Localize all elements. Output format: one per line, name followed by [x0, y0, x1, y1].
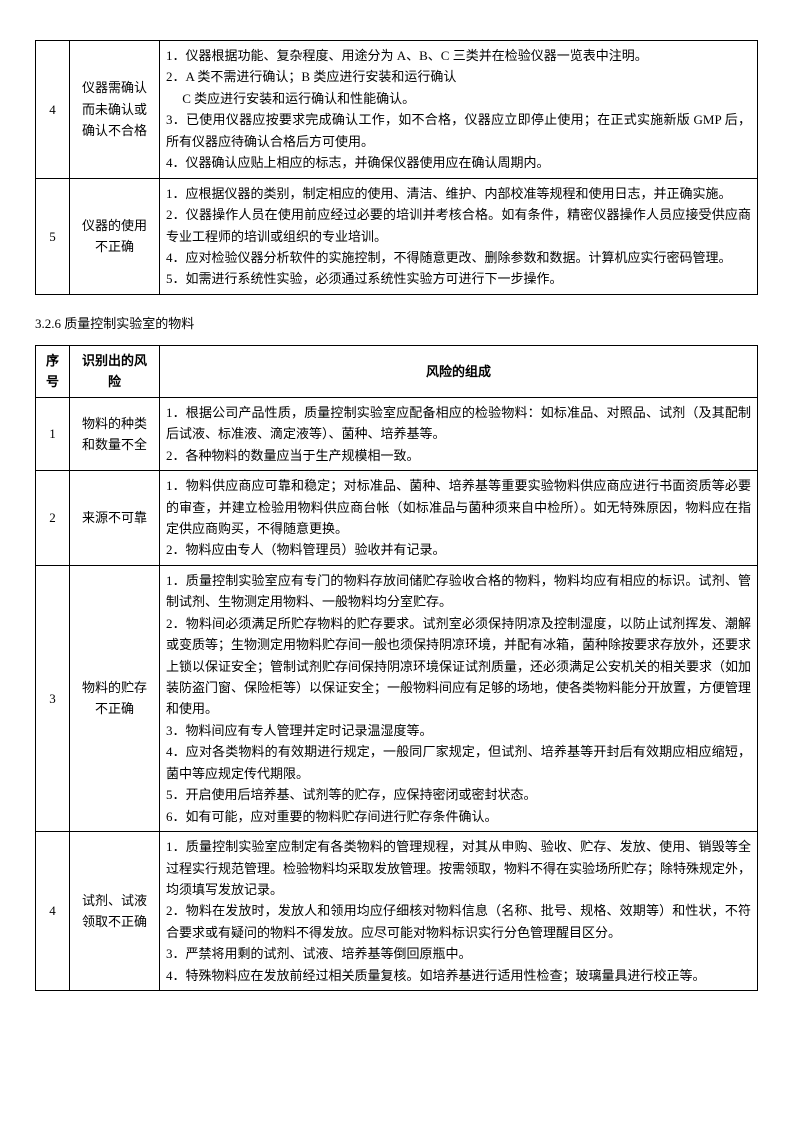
table-row: 4仪器需确认而未确认或确认不合格1．仪器根据功能、复杂程度、用途分为 A、B、C… [36, 41, 758, 179]
row-composition: 1．物料供应商应可靠和稳定；对标准品、菌种、培养基等重要实验物料供应商应进行书面… [160, 471, 758, 566]
table-header-row: 序号 识别出的风险 风险的组成 [36, 345, 758, 397]
risk-table-2: 序号 识别出的风险 风险的组成 1物料的种类和数量不全1．根据公司产品性质，质量… [35, 345, 758, 991]
row-num: 4 [36, 832, 70, 991]
table-row: 3物料的贮存不正确1．质量控制实验室应有专门的物料存放间储贮存验收合格的物料，物… [36, 565, 758, 831]
row-composition: 1．仪器根据功能、复杂程度、用途分为 A、B、C 三类并在检验仪器一览表中注明。… [160, 41, 758, 179]
section-title: 3.2.6 质量控制实验室的物料 [35, 313, 758, 335]
header-comp: 风险的组成 [160, 345, 758, 397]
row-composition: 1．应根据仪器的类别，制定相应的使用、清洁、维护、内部校准等规程和使用日志，并正… [160, 178, 758, 294]
row-risk: 仪器需确认而未确认或确认不合格 [70, 41, 160, 179]
table-row: 2来源不可靠1．物料供应商应可靠和稳定；对标准品、菌种、培养基等重要实验物料供应… [36, 471, 758, 566]
risk-table-1: 4仪器需确认而未确认或确认不合格1．仪器根据功能、复杂程度、用途分为 A、B、C… [35, 40, 758, 295]
row-num: 2 [36, 471, 70, 566]
table-row: 4试剂、试液领取不正确1．质量控制实验室应制定有各类物料的管理规程，对其从申购、… [36, 832, 758, 991]
row-num: 1 [36, 397, 70, 470]
row-risk: 仪器的使用不正确 [70, 178, 160, 294]
header-num: 序号 [36, 345, 70, 397]
row-num: 3 [36, 565, 70, 831]
header-risk: 识别出的风险 [70, 345, 160, 397]
row-num: 4 [36, 41, 70, 179]
row-composition: 1．质量控制实验室应制定有各类物料的管理规程，对其从申购、验收、贮存、发放、使用… [160, 832, 758, 991]
row-composition: 1．质量控制实验室应有专门的物料存放间储贮存验收合格的物料，物料均应有相应的标识… [160, 565, 758, 831]
row-num: 5 [36, 178, 70, 294]
row-risk: 物料的贮存不正确 [70, 565, 160, 831]
row-composition: 1．根据公司产品性质，质量控制实验室应配备相应的检验物料：如标准品、对照品、试剂… [160, 397, 758, 470]
table-row: 5仪器的使用不正确1．应根据仪器的类别，制定相应的使用、清洁、维护、内部校准等规… [36, 178, 758, 294]
row-risk: 试剂、试液领取不正确 [70, 832, 160, 991]
table-row: 1物料的种类和数量不全1．根据公司产品性质，质量控制实验室应配备相应的检验物料：… [36, 397, 758, 470]
row-risk: 来源不可靠 [70, 471, 160, 566]
row-risk: 物料的种类和数量不全 [70, 397, 160, 470]
